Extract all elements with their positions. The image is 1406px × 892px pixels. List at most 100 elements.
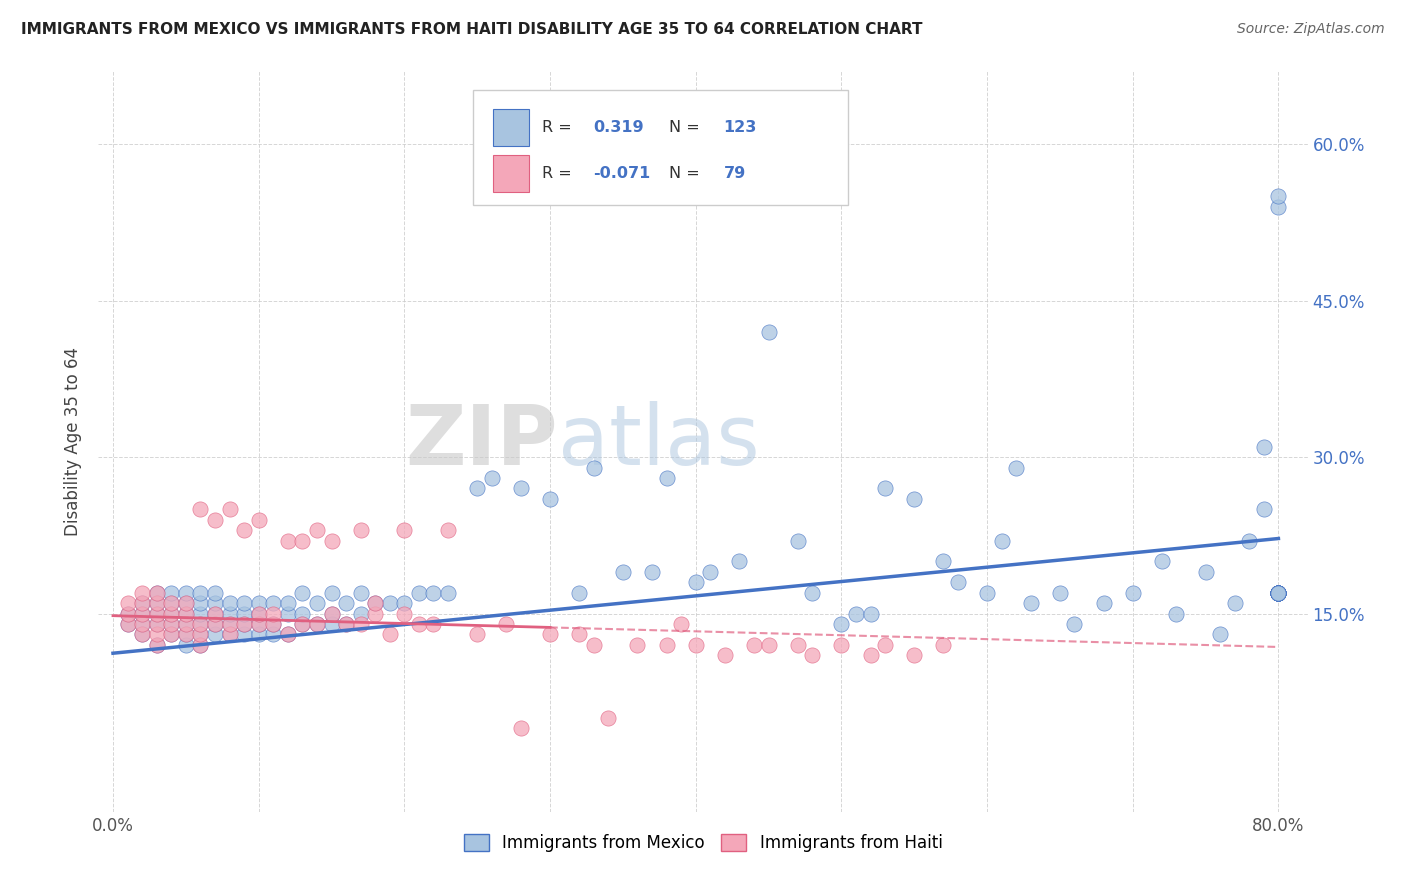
Point [422, 586, 444, 600]
Point [437, 523, 460, 537]
Point [204, 627, 226, 641]
Point [801, 586, 824, 600]
Point [669, 617, 692, 632]
Point [305, 617, 328, 632]
Point [394, 596, 416, 610]
Point [190, 586, 212, 600]
Point [437, 586, 460, 600]
Point [321, 607, 343, 621]
Point [160, 607, 183, 621]
Point [305, 596, 328, 610]
Point [335, 617, 357, 632]
Point [582, 638, 605, 652]
Point [1239, 533, 1261, 548]
Point [1267, 586, 1289, 600]
Point [538, 491, 561, 506]
Point [641, 565, 664, 579]
Point [174, 627, 197, 641]
Point [247, 617, 270, 632]
Point [117, 617, 139, 632]
Point [946, 575, 969, 590]
Point [655, 638, 678, 652]
Point [1166, 607, 1188, 621]
Point [233, 523, 256, 537]
Point [145, 638, 167, 652]
Point [174, 596, 197, 610]
Point [174, 586, 197, 600]
Point [350, 607, 373, 621]
Point [233, 607, 256, 621]
Point [1049, 586, 1071, 600]
Point [174, 607, 197, 621]
Text: 123: 123 [724, 120, 756, 135]
Point [291, 617, 314, 632]
Point [1019, 596, 1042, 610]
Text: 79: 79 [724, 166, 745, 181]
Point [1267, 586, 1289, 600]
Point [786, 533, 808, 548]
Point [321, 617, 343, 632]
Point [145, 638, 167, 652]
Point [131, 586, 153, 600]
Text: N =: N = [669, 120, 700, 135]
Point [204, 607, 226, 621]
Point [262, 617, 284, 632]
Text: atlas: atlas [558, 401, 759, 482]
Point [247, 596, 270, 610]
Point [160, 586, 183, 600]
Point [321, 533, 343, 548]
Point [145, 607, 167, 621]
Point [350, 617, 373, 632]
Point [1267, 586, 1289, 600]
Point [218, 627, 240, 641]
Point [160, 617, 183, 632]
Point [335, 617, 357, 632]
Point [145, 596, 167, 610]
Point [378, 627, 401, 641]
Point [1267, 200, 1289, 214]
Point [277, 627, 299, 641]
Point [305, 523, 328, 537]
Point [204, 513, 226, 527]
Point [190, 638, 212, 652]
Point [728, 554, 751, 568]
Point [233, 627, 256, 641]
Point [174, 638, 197, 652]
Point [568, 627, 591, 641]
Text: Source: ZipAtlas.com: Source: ZipAtlas.com [1237, 22, 1385, 37]
Point [131, 607, 153, 621]
Point [233, 617, 256, 632]
Point [190, 638, 212, 652]
Point [160, 607, 183, 621]
Point [465, 482, 488, 496]
Point [262, 617, 284, 632]
Point [218, 627, 240, 641]
Point [204, 617, 226, 632]
Point [903, 491, 925, 506]
FancyBboxPatch shape [492, 109, 529, 146]
Point [859, 648, 882, 663]
Point [131, 617, 153, 632]
Point [845, 607, 868, 621]
Point [1267, 586, 1289, 600]
Point [1267, 586, 1289, 600]
Point [1267, 586, 1289, 600]
Point [117, 617, 139, 632]
Point [218, 617, 240, 632]
Text: R =: R = [543, 120, 576, 135]
Point [145, 617, 167, 632]
Point [291, 533, 314, 548]
Point [117, 596, 139, 610]
Text: R =: R = [543, 166, 576, 181]
Point [859, 607, 882, 621]
Point [408, 586, 430, 600]
Point [509, 482, 531, 496]
Point [277, 627, 299, 641]
Point [786, 638, 808, 652]
Point [1267, 189, 1289, 203]
Point [190, 596, 212, 610]
Point [481, 471, 503, 485]
Point [582, 460, 605, 475]
Point [174, 596, 197, 610]
FancyBboxPatch shape [492, 155, 529, 192]
